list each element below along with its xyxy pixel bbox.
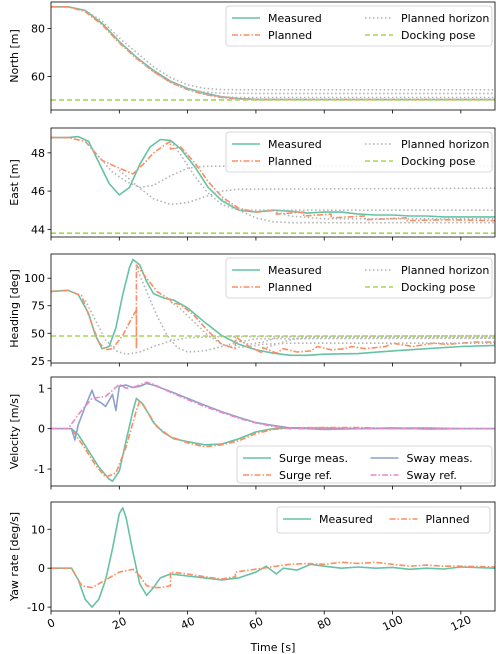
- y-tick-label: 80: [31, 22, 45, 35]
- series-line-planned: [51, 561, 495, 589]
- legend: Measured Planned horizon Planned Docking po…: [225, 131, 493, 173]
- series-line-measured: [51, 135, 495, 218]
- y-axis-label: East [m]: [8, 159, 21, 206]
- y-tick-label: 75: [31, 300, 45, 313]
- legend: Measured Planned: [276, 506, 491, 534]
- x-axis-label: Time [s]: [250, 641, 296, 654]
- subplot-1: 60 80 North [m] Measured Planned horizon Plan…: [8, 1, 496, 114]
- y-axis-label: North [m]: [8, 29, 21, 83]
- series-line-horizon-5: [221, 96, 495, 100]
- legend-box: [236, 445, 493, 484]
- legend-entry-label: Planned horizon: [401, 264, 489, 277]
- legend: Measured Planned horizon Planned Docking po…: [225, 5, 493, 47]
- subplot-2: 44 46 48 East [m] Measured Planned horizon Pla…: [8, 127, 496, 241]
- series-line-sway-ref-: [51, 381, 495, 430]
- legend-entry-label: Measured: [268, 264, 322, 277]
- series-line-horizon-4: [170, 80, 495, 99]
- y-tick-label: 44: [31, 223, 45, 236]
- x-tick-label: 120: [449, 613, 474, 634]
- legend-box: [276, 506, 491, 534]
- y-tick-label: 0: [38, 562, 45, 575]
- axes-frame: [50, 253, 496, 364]
- legend-entry-label: Planned: [268, 281, 312, 294]
- series-line-horizon-3: [118, 169, 495, 206]
- series-line-horizon-2: [84, 299, 495, 355]
- series-line-horizon-6: [262, 336, 495, 350]
- legend-entry-label: Surge ref.: [279, 469, 332, 482]
- y-tick-label: 1: [38, 382, 45, 395]
- plot-area: [51, 135, 495, 234]
- y-tick-label: -1: [34, 463, 45, 476]
- x-tick-label: 80: [315, 615, 333, 633]
- plot-area: [51, 6, 495, 101]
- y-axis-label: Yaw rate [deg/s]: [8, 512, 21, 602]
- legend-entry-label: Docking pose: [401, 281, 476, 294]
- legend-entry-label: Sway meas.: [407, 452, 473, 465]
- legend-box: [225, 131, 493, 173]
- y-tick-label: 10: [31, 523, 45, 536]
- y-tick-label: 25: [31, 355, 45, 368]
- axes-frame: [50, 376, 496, 487]
- plot-area: [51, 258, 495, 357]
- legend-entry-label: Docking pose: [401, 29, 476, 42]
- plot-area: [51, 381, 495, 482]
- legend: Measured Planned horizon Planned Docking po…: [225, 257, 493, 299]
- axes-frame: [50, 1, 496, 111]
- x-tick-label: 100: [380, 613, 405, 634]
- x-tick-label: 40: [179, 615, 197, 633]
- y-tick-label: 50: [31, 327, 45, 340]
- series-line-horizon-3: [135, 266, 495, 353]
- x-tick-label: 60: [247, 615, 265, 633]
- legend-entry-label: Planned: [268, 29, 312, 42]
- x-tick-label: 0: [45, 616, 57, 631]
- legend-entry-label: Measured: [268, 12, 322, 25]
- series-line-horizon-4: [170, 300, 495, 349]
- y-tick-label: 100: [24, 272, 45, 285]
- legend-box: [225, 5, 493, 47]
- y-tick-label: -10: [27, 601, 45, 614]
- y-axis-label: Heading [deg]: [8, 269, 21, 348]
- series-line-horizon-5: [221, 198, 495, 224]
- plot-area: [51, 507, 495, 608]
- series-line-planned: [51, 6, 495, 101]
- series-line-horizon-4: [169, 140, 495, 211]
- axes-frame: [50, 127, 496, 238]
- series-line-planned: [51, 136, 495, 222]
- y-tick-label: 46: [31, 185, 45, 198]
- legend-entry-label: Docking pose: [401, 155, 476, 168]
- legend-entry-label: Planned horizon: [401, 12, 489, 25]
- y-tick-label: 0: [38, 423, 45, 436]
- legend-entry-label: Surge meas.: [279, 452, 348, 465]
- y-axis-label: Velocity [m/s]: [8, 394, 21, 469]
- legend: Surge meas. Sway meas. Surge ref. Sway ref.: [236, 445, 493, 484]
- legend-entry-label: Planned: [426, 513, 470, 526]
- legend-entry-label: Measured: [268, 138, 322, 151]
- y-tick-label: 60: [31, 70, 45, 83]
- series-line-horizon-3: [118, 41, 495, 95]
- legend-entry-label: Sway ref.: [407, 469, 457, 482]
- series-line-sway-meas-: [51, 382, 495, 441]
- legend-entry-label: Planned horizon: [401, 138, 489, 151]
- x-tick-label: 20: [110, 615, 128, 633]
- legend-box: [225, 257, 493, 299]
- series-line-planned: [51, 264, 495, 354]
- y-tick-label: 48: [31, 147, 45, 160]
- series-line-horizon-2: [84, 9, 495, 91]
- legend-entry-label: Measured: [319, 513, 373, 526]
- axes-frame: [50, 501, 496, 612]
- legend-entry-label: Planned: [268, 155, 312, 168]
